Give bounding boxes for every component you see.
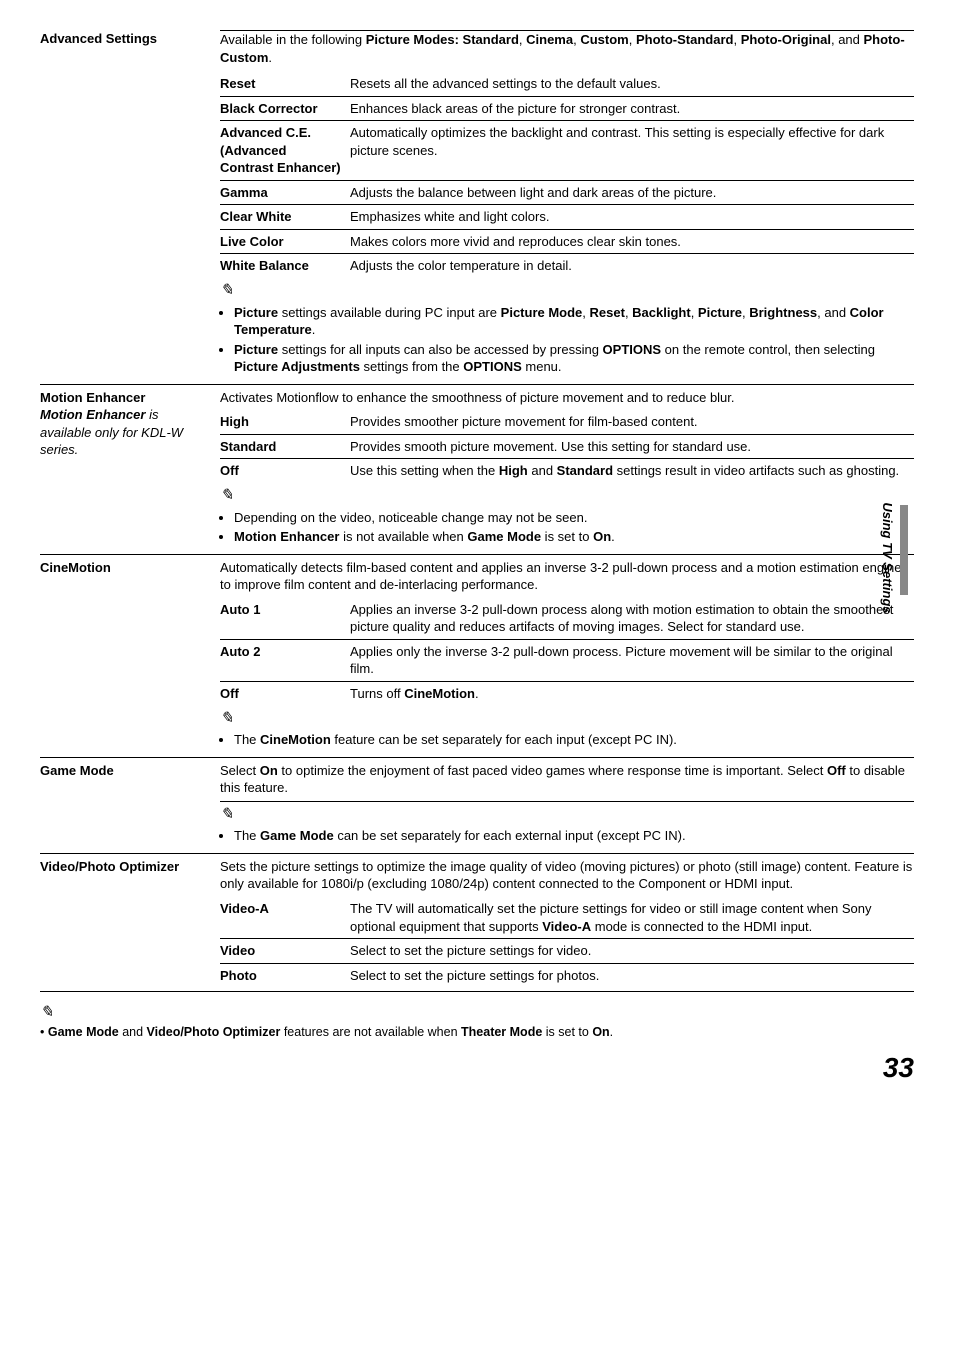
note-icon: ✎: [40, 1004, 53, 1021]
setting-desc: Resets all the advanced settings to the …: [350, 75, 914, 93]
setting-desc: Select to set the picture settings for v…: [350, 942, 914, 960]
setting-name: Off: [220, 462, 350, 480]
motion-enhancer-intro: Activates Motionflow to enhance the smoo…: [220, 389, 914, 411]
video-photo-intro: Sets the picture settings to optimize th…: [220, 858, 914, 897]
note-item: The Game Mode can be set separately for …: [234, 827, 914, 845]
side-bar-decoration: [900, 505, 908, 595]
game-mode-notes: The Game Mode can be set separately for …: [220, 827, 914, 845]
setting-row: GammaAdjusts the balance between light a…: [220, 180, 914, 205]
setting-desc: Automatically optimizes the backlight an…: [350, 124, 914, 177]
note-icon: ✎: [220, 487, 233, 504]
advanced-settings-label: Advanced Settings: [40, 30, 210, 48]
motion-enhancer-notes: Depending on the video, noticeable chang…: [220, 509, 914, 546]
game-mode-label: Game Mode: [40, 762, 210, 780]
setting-name: Gamma: [220, 184, 350, 202]
setting-name: Video: [220, 942, 350, 960]
setting-desc: Emphasizes white and light colors.: [350, 208, 914, 226]
setting-row: White BalanceAdjusts the color temperatu…: [220, 253, 914, 278]
setting-name: Clear White: [220, 208, 350, 226]
setting-desc: Provides smooth picture movement. Use th…: [350, 438, 914, 456]
setting-row: Live ColorMakes colors more vivid and re…: [220, 229, 914, 254]
setting-desc: Adjusts the balance between light and da…: [350, 184, 914, 202]
setting-desc: Provides smoother picture movement for f…: [350, 413, 914, 431]
motion-enhancer-sublabel: Motion Enhancer is available only for KD…: [40, 406, 210, 459]
setting-desc: Applies only the inverse 3-2 pull-down p…: [350, 643, 914, 678]
setting-row: ResetResets all the advanced settings to…: [220, 72, 914, 96]
motion-enhancer-rows: HighProvides smoother picture movement f…: [220, 410, 914, 483]
setting-row: HighProvides smoother picture movement f…: [220, 410, 914, 434]
note-icon: ✎: [220, 806, 233, 823]
note-item: Picture settings for all inputs can also…: [234, 341, 914, 376]
setting-row: Video-AThe TV will automatically set the…: [220, 897, 914, 938]
cinemotion-intro: Automatically detects film-based content…: [220, 559, 914, 598]
page-number: 33: [40, 1049, 914, 1087]
video-photo-rows: Video-AThe TV will automatically set the…: [220, 897, 914, 987]
setting-row: StandardProvides smooth picture movement…: [220, 434, 914, 459]
cinemotion-rows: Auto 1Applies an inverse 3-2 pull-down p…: [220, 598, 914, 706]
setting-name: Black Corrector: [220, 100, 350, 118]
setting-desc: Enhances black areas of the picture for …: [350, 100, 914, 118]
setting-desc: Adjusts the color temperature in detail.: [350, 257, 914, 275]
footnote-text: Game Mode and Video/Photo Optimizer feat…: [48, 1025, 613, 1039]
setting-name: Video-A: [220, 900, 350, 935]
setting-name: Auto 1: [220, 601, 350, 636]
setting-name: Auto 2: [220, 643, 350, 678]
setting-name: White Balance: [220, 257, 350, 275]
setting-desc: Applies an inverse 3-2 pull-down process…: [350, 601, 914, 636]
setting-row: OffTurns off CineMotion.: [220, 681, 914, 706]
cinemotion-notes: The CineMotion feature can be set separa…: [220, 731, 914, 749]
setting-desc: Makes colors more vivid and reproduces c…: [350, 233, 914, 251]
setting-row: VideoSelect to set the picture settings …: [220, 938, 914, 963]
setting-name: Advanced C.E. (Advanced Contrast Enhance…: [220, 124, 350, 177]
video-photo-label: Video/Photo Optimizer: [40, 858, 210, 876]
side-section-label: Using TV Settings: [878, 503, 896, 614]
game-mode-intro: Select On to optimize the enjoyment of f…: [220, 762, 914, 801]
advanced-settings-rows: ResetResets all the advanced settings to…: [220, 72, 914, 278]
setting-desc: Use this setting when the High and Stand…: [350, 462, 914, 480]
setting-row: Auto 2Applies only the inverse 3-2 pull-…: [220, 639, 914, 681]
note-item: Picture settings available during PC inp…: [234, 304, 914, 339]
setting-name: High: [220, 413, 350, 431]
setting-desc: Select to set the picture settings for p…: [350, 967, 914, 985]
note-item: Depending on the video, noticeable chang…: [234, 509, 914, 527]
setting-row: Auto 1Applies an inverse 3-2 pull-down p…: [220, 598, 914, 639]
setting-name: Live Color: [220, 233, 350, 251]
setting-name: Off: [220, 685, 350, 703]
advanced-settings-notes: Picture settings available during PC inp…: [220, 304, 914, 376]
cinemotion-label: CineMotion: [40, 559, 210, 577]
setting-row: Advanced C.E. (Advanced Contrast Enhance…: [220, 120, 914, 180]
motion-enhancer-label: Motion Enhancer: [40, 389, 210, 407]
setting-desc: The TV will automatically set the pictur…: [350, 900, 914, 935]
note-item: The CineMotion feature can be set separa…: [234, 731, 914, 749]
setting-name: Standard: [220, 438, 350, 456]
note-icon: ✎: [220, 710, 233, 727]
note-icon: ✎: [220, 282, 233, 299]
note-item: Motion Enhancer is not available when Ga…: [234, 528, 914, 546]
setting-desc: Turns off CineMotion.: [350, 685, 914, 703]
setting-row: Clear WhiteEmphasizes white and light co…: [220, 204, 914, 229]
setting-name: Photo: [220, 967, 350, 985]
setting-row: Black CorrectorEnhances black areas of t…: [220, 96, 914, 121]
setting-row: OffUse this setting when the High and St…: [220, 458, 914, 483]
setting-name: Reset: [220, 75, 350, 93]
setting-row: PhotoSelect to set the picture settings …: [220, 963, 914, 988]
advanced-settings-intro: Available in the following Picture Modes…: [220, 31, 914, 72]
